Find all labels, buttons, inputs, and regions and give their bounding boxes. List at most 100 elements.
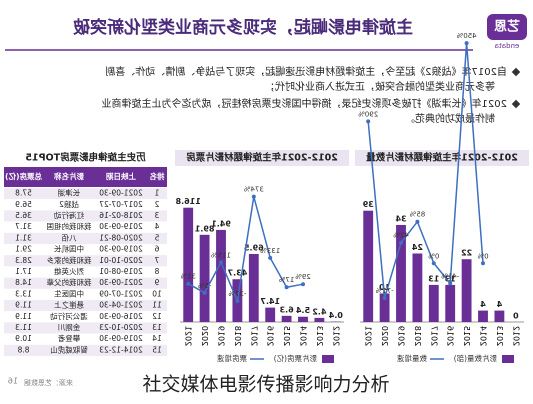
- growth-label: 31%: [180, 273, 196, 281]
- x-tick-label: 2013: [315, 326, 324, 346]
- bar: [412, 254, 422, 323]
- table-cell: 攀登者: [57, 333, 80, 343]
- logo-sub: endata: [495, 42, 520, 50]
- bar-label: 4.2: [312, 307, 326, 316]
- table-cell: 我和我的家乡: [47, 255, 92, 265]
- x-tick-label: 2021: [184, 326, 193, 346]
- table-cell: 12: [152, 312, 162, 321]
- bar-label: 116.8: [175, 197, 201, 206]
- table-cell: 2: [154, 200, 159, 209]
- table-cell: 我和我的祖国: [47, 221, 92, 231]
- table-cell: 2016-09-30: [99, 312, 143, 321]
- bar: [216, 230, 226, 322]
- bar-label: 4: [496, 300, 502, 309]
- table-cell: 10.9: [15, 334, 32, 343]
- bar: [282, 316, 292, 322]
- table-cell: 14: [152, 334, 162, 343]
- growth-label: 17%: [278, 276, 294, 284]
- table-cell: 13: [152, 323, 162, 332]
- bullet-text: 制作最成功的典范。: [405, 112, 495, 125]
- x-tick-label: 2014: [299, 326, 308, 346]
- table-cell: 31.7: [15, 222, 32, 231]
- bar: [183, 208, 193, 322]
- bar-label: 24: [411, 243, 423, 252]
- growth-point: [383, 296, 387, 300]
- growth-label: 85%: [409, 211, 425, 219]
- table-title: 历史主旋律电影票房TOP15: [25, 152, 145, 164]
- table-cell: 2021-07-09: [99, 289, 143, 298]
- bar-label: 0: [513, 312, 519, 321]
- bar: [462, 259, 472, 322]
- growth-label: 290%: [358, 110, 378, 118]
- legend-label: 影片数量(部): [454, 353, 497, 363]
- table-cell: 2018-02-16: [99, 211, 143, 220]
- growth-label: -37%: [228, 290, 246, 298]
- logo: 艺恩: [494, 19, 520, 35]
- table-cell: 悬崖之上: [54, 300, 84, 310]
- table-cell: 2014-12-23: [99, 345, 143, 354]
- page-number: 16: [8, 377, 18, 386]
- table-cell: 红海行动: [54, 210, 84, 220]
- bar: [298, 317, 308, 322]
- bar-label: 13: [428, 274, 439, 283]
- bar-label: 4: [480, 300, 486, 309]
- table-cell: 2019-09-30: [99, 245, 143, 254]
- legend-label: 票房增速: [217, 353, 247, 363]
- bar-label: 0.4: [328, 311, 343, 320]
- x-tick-label: 2013: [495, 326, 504, 346]
- bar-label: 34: [395, 214, 407, 223]
- source: 来源：艺恩数据: [24, 378, 73, 387]
- table-cell: 3: [154, 211, 159, 220]
- table-cell: 2021-09-30: [99, 278, 143, 287]
- x-tick-label: 2019: [397, 326, 406, 346]
- table-cell: 10: [152, 289, 162, 298]
- x-tick-label: 2014: [479, 326, 488, 346]
- table-cell: 八佰: [62, 232, 77, 242]
- table-cell: 11: [152, 301, 162, 310]
- x-tick-label: 2017: [249, 326, 258, 346]
- x-tick-label: 2012: [331, 326, 340, 346]
- table-cell: 6: [154, 245, 159, 254]
- bar-label: 39: [362, 200, 374, 209]
- table-cell: 11.9: [15, 312, 32, 321]
- x-tick-label: 2020: [200, 326, 209, 346]
- x-tick-label: 2018: [413, 326, 422, 346]
- table-cell: 金刚川: [58, 322, 81, 332]
- table-cell: 15: [152, 345, 162, 354]
- growth-point: [219, 260, 223, 264]
- table-cell: 2019-08-01: [99, 267, 143, 276]
- x-tick-label: 2016: [266, 326, 275, 346]
- table-cell: 36.5: [15, 211, 32, 220]
- bar: [494, 311, 504, 322]
- growth-label: -41%: [441, 272, 459, 280]
- table-cell: 28.3: [15, 256, 32, 265]
- table-cell: 2017-07-27: [99, 200, 143, 209]
- table-cell: 31.1: [15, 233, 32, 242]
- table-header: 排名: [150, 171, 165, 181]
- bar-label: 89.1: [194, 224, 214, 233]
- table-cell: 湄公河行动: [50, 311, 88, 321]
- bar: [445, 285, 455, 322]
- table-cell: 8: [154, 267, 159, 276]
- bar-label: 43.7: [228, 269, 248, 278]
- table-cell: 2020-10-23: [99, 323, 143, 332]
- legend-label: 数量增速: [397, 353, 427, 363]
- table-cell: 中国机长: [54, 244, 84, 254]
- table-cell: 9: [154, 278, 159, 287]
- growth-point: [252, 195, 256, 199]
- table-header: 总票房(亿): [5, 171, 42, 181]
- table-cell: 1: [154, 189, 159, 198]
- x-tick-label: 2012: [511, 326, 520, 346]
- growth-point: [203, 291, 207, 295]
- table-cell: 烈火英雄: [54, 266, 84, 276]
- table-cell: 7: [154, 256, 159, 265]
- growth-label: 133%: [260, 247, 280, 255]
- table-cell: 2021-04-30: [99, 301, 143, 310]
- mirrored-slide: 艺恩 endata 主旋律电影崛起，实现多元商业类型化新突破 来源：艺恩数据 1…: [0, 0, 533, 387]
- table-cell: 智取威虎山: [50, 344, 88, 354]
- growth-label: 115%: [211, 251, 231, 259]
- bar: [200, 235, 210, 322]
- bar: [478, 311, 488, 322]
- x-tick-label: 2017: [429, 326, 438, 346]
